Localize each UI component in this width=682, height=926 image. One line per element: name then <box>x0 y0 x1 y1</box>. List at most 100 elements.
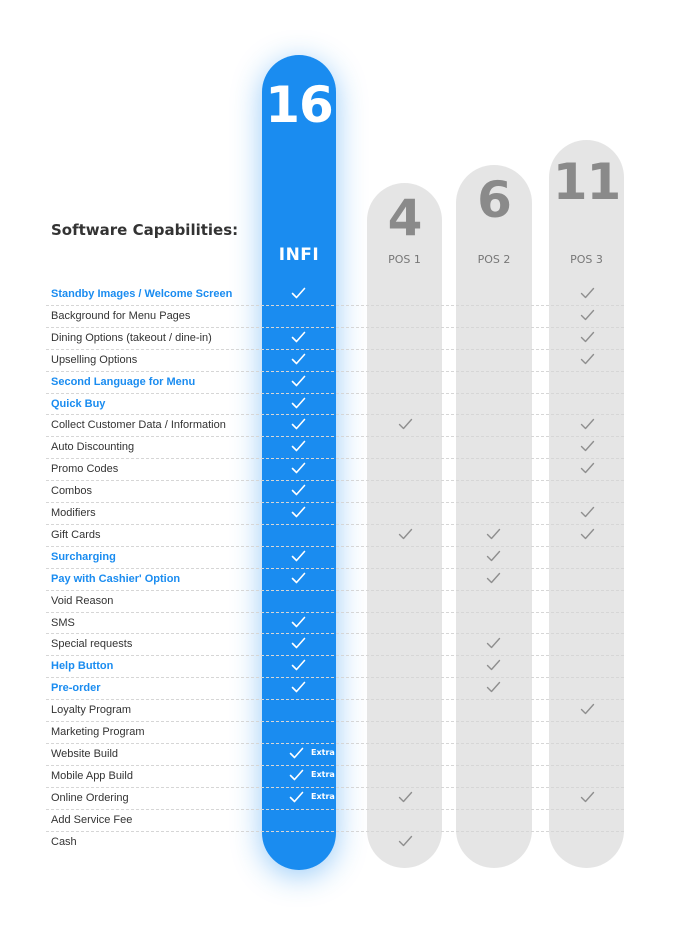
row-divider <box>46 327 624 328</box>
checkmark-icon <box>486 659 501 671</box>
row-label: Void Reason <box>51 595 114 607</box>
row-divider <box>46 480 624 481</box>
checkmark-icon <box>291 637 306 649</box>
column-infi: 16 INFI <box>262 55 336 870</box>
checkmark-icon <box>291 287 306 299</box>
checkmark-icon <box>291 550 306 562</box>
row-label: Mobile App Build <box>51 770 133 782</box>
row-label: Special requests <box>51 638 133 650</box>
row-divider <box>46 831 624 832</box>
row-label: Collect Customer Data / Information <box>51 419 226 431</box>
checkmark-icon <box>486 550 501 562</box>
row-divider <box>46 568 624 569</box>
row-divider <box>46 371 624 372</box>
row-divider <box>46 393 624 394</box>
column-count: 6 <box>477 171 512 229</box>
checkmark-icon <box>291 572 306 584</box>
row-divider <box>46 612 624 613</box>
row-label: Standby Images / Welcome Screen <box>51 288 233 300</box>
checkmark-icon <box>486 681 501 693</box>
checkmark-icon <box>580 418 595 430</box>
checkmark-icon <box>486 572 501 584</box>
row-divider <box>46 524 624 525</box>
row-divider <box>46 699 624 700</box>
row-label: Gift Cards <box>51 529 101 541</box>
row-label: Upselling Options <box>51 354 138 366</box>
checkmark-icon <box>291 418 306 430</box>
column-count: 16 <box>265 76 334 134</box>
row-label: Online Ordering <box>51 792 129 804</box>
row-label: Dining Options (takeout / dine-in) <box>51 332 212 344</box>
row-divider <box>46 809 624 810</box>
checkmark-icon <box>291 375 306 387</box>
row-label: Background for Menu Pages <box>51 310 191 322</box>
row-divider <box>46 633 624 634</box>
checkmark-icon <box>289 747 304 759</box>
row-label: Website Build <box>51 748 119 760</box>
row-label: Pre-order <box>51 682 101 694</box>
row-label: Cash <box>51 836 77 848</box>
row-label: Marketing Program <box>51 726 145 738</box>
row-label: Promo Codes <box>51 463 119 475</box>
row-divider <box>46 655 624 656</box>
checkmark-icon <box>580 703 595 715</box>
checkmark-icon <box>398 528 413 540</box>
row-label: Combos <box>51 485 92 497</box>
checkmark-icon <box>580 462 595 474</box>
checkmark-icon <box>291 659 306 671</box>
row-label: Quick Buy <box>51 398 106 410</box>
checkmark-icon <box>580 528 595 540</box>
row-label: Surcharging <box>51 551 116 563</box>
checkmark-icon <box>289 769 304 781</box>
checkmark-icon <box>291 331 306 343</box>
row-divider <box>46 743 624 744</box>
checkmark-icon <box>291 616 306 628</box>
checkmark-icon <box>580 331 595 343</box>
row-label: SMS <box>51 617 75 629</box>
row-divider <box>46 436 624 437</box>
checkmark-icon <box>291 484 306 496</box>
checkmark-icon <box>580 791 595 803</box>
checkmark-icon <box>580 440 595 452</box>
column-pos1: 4 POS 1 <box>367 183 442 868</box>
row-divider <box>46 458 624 459</box>
column-count: 4 <box>387 189 423 247</box>
extra-badge: Extra <box>311 792 335 801</box>
checkmark-icon <box>289 791 304 803</box>
column-name: POS 3 <box>570 253 603 266</box>
row-label: Help Button <box>51 660 114 672</box>
row-divider <box>46 305 624 306</box>
checkmark-icon <box>398 791 413 803</box>
column-name: POS 1 <box>388 253 421 266</box>
row-divider <box>46 787 624 788</box>
checkmark-icon <box>291 397 306 409</box>
row-divider <box>46 590 624 591</box>
row-label: Pay with Cashier' Option <box>51 573 181 585</box>
row-divider <box>46 546 624 547</box>
row-label: Add Service Fee <box>51 814 133 826</box>
row-divider <box>46 721 624 722</box>
checkmark-icon <box>291 506 306 518</box>
column-count: 11 <box>552 153 622 211</box>
checkmark-icon <box>486 637 501 649</box>
row-label: Auto Discounting <box>51 441 135 453</box>
column-name: POS 2 <box>477 253 511 266</box>
row-label: Modifiers <box>51 507 96 519</box>
checkmark-icon <box>398 835 413 847</box>
checkmark-icon <box>291 462 306 474</box>
column-pos3: 11 POS 3 <box>549 140 624 868</box>
row-divider <box>46 502 624 503</box>
checkmark-icon <box>580 353 595 365</box>
row-label: Loyalty Program <box>51 704 132 716</box>
checkmark-icon <box>580 287 595 299</box>
row-label: Second Language for Menu <box>51 376 196 388</box>
row-divider <box>46 765 624 766</box>
column-name: INFI <box>278 245 320 265</box>
checkmark-icon <box>291 353 306 365</box>
row-divider <box>46 414 624 415</box>
extra-badge: Extra <box>311 748 335 757</box>
checkmark-icon <box>486 528 501 540</box>
row-divider <box>46 677 624 678</box>
column-pos2: 6 POS 2 <box>456 165 532 868</box>
